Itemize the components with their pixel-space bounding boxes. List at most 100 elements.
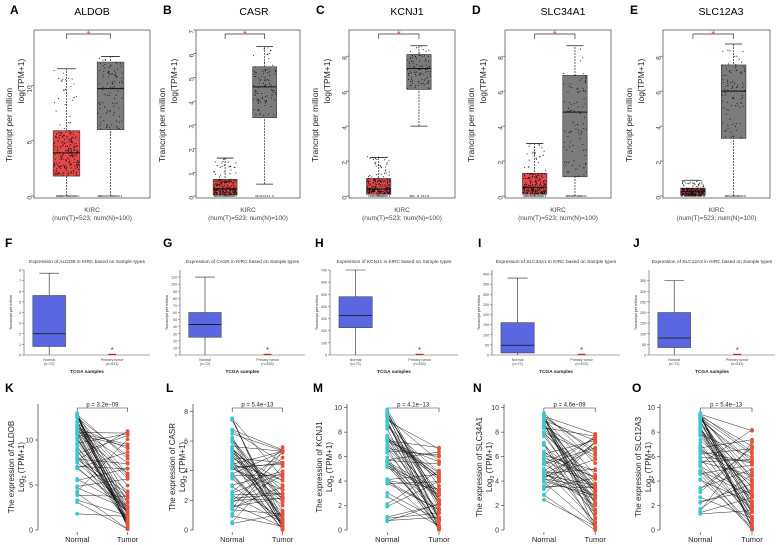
data-point — [681, 193, 683, 195]
data-point — [569, 83, 571, 85]
data-point — [384, 187, 386, 190]
normal-point — [385, 423, 390, 428]
pair-line — [232, 447, 283, 500]
tumor-point — [750, 488, 754, 493]
data-point — [76, 149, 78, 151]
data-point — [117, 127, 119, 129]
data-point — [253, 94, 255, 96]
pair-line — [700, 478, 753, 527]
chart-title: Expression of SLC34A1 in KIRC based on S… — [496, 259, 617, 265]
data-point — [418, 60, 421, 62]
data-point — [737, 86, 739, 88]
pair-line — [77, 445, 128, 524]
tumor-point — [437, 511, 441, 515]
data-point — [230, 195, 232, 197]
data-point — [253, 109, 255, 111]
data-point — [217, 179, 219, 181]
data-point — [59, 132, 61, 134]
pair-line — [232, 446, 283, 452]
normal-point — [75, 441, 80, 446]
data-point — [63, 135, 66, 137]
normal-point — [698, 438, 703, 442]
data-point — [220, 185, 222, 187]
data-point — [536, 187, 538, 189]
pair-line — [543, 445, 596, 491]
data-point — [682, 191, 684, 193]
y-label-outer: Trancript per million — [310, 88, 320, 163]
data-point — [410, 85, 412, 87]
data-point — [702, 184, 704, 186]
data-point — [120, 87, 122, 89]
significance-bracket — [378, 33, 420, 39]
data-point — [567, 171, 569, 173]
tumor-point — [750, 527, 754, 532]
pair-line — [700, 483, 753, 503]
x-tick-label: Normal — [512, 358, 524, 362]
data-point — [56, 167, 58, 169]
data-point — [572, 195, 574, 197]
data-point — [544, 184, 546, 186]
box-normal — [338, 296, 373, 328]
pair-line — [387, 438, 440, 474]
data-point — [388, 195, 391, 197]
data-point — [219, 192, 221, 194]
data-point — [235, 162, 237, 164]
data-point — [538, 143, 540, 145]
data-point — [537, 173, 539, 175]
data-point — [215, 183, 217, 185]
x-tick-label: Normal — [65, 535, 90, 544]
data-point — [233, 179, 236, 181]
data-point — [372, 178, 374, 180]
data-point — [685, 195, 687, 197]
data-point — [230, 180, 232, 182]
data-point — [218, 180, 220, 182]
normal-point — [230, 514, 235, 518]
data-point — [690, 195, 692, 197]
data-point — [257, 110, 259, 112]
significance-star: * — [86, 29, 91, 41]
data-point — [68, 172, 70, 174]
data-point — [699, 182, 701, 184]
data-point — [262, 82, 264, 84]
data-point — [525, 193, 527, 195]
pair-line — [232, 466, 283, 513]
tumor-point — [125, 450, 130, 454]
data-point — [426, 76, 428, 78]
normal-point — [698, 444, 703, 449]
data-point — [121, 120, 123, 122]
pair-line — [231, 418, 283, 525]
data-point — [369, 174, 371, 177]
data-point — [732, 136, 735, 138]
data-point — [55, 195, 57, 197]
panel-letter: H — [315, 236, 324, 250]
data-point — [726, 113, 728, 115]
data-point — [62, 144, 64, 146]
x-tick-label: Primary tumor — [570, 358, 593, 362]
data-point — [529, 180, 531, 182]
pair-line — [387, 470, 440, 505]
y-tick-label: 80 — [173, 297, 177, 301]
data-point — [264, 195, 267, 197]
data-point — [531, 187, 533, 190]
x-tick-sub: (n=533) — [575, 362, 588, 366]
data-point — [222, 161, 224, 163]
tumor-point — [750, 494, 754, 499]
data-point — [265, 79, 267, 81]
data-point — [255, 76, 257, 78]
data-point — [71, 155, 73, 157]
data-point — [420, 195, 423, 197]
pair-line — [700, 497, 753, 513]
data-point — [388, 160, 390, 162]
pair-line — [543, 417, 596, 476]
data-point — [76, 154, 78, 156]
data-point — [421, 45, 423, 47]
data-point — [741, 71, 743, 73]
pair-line — [77, 499, 128, 516]
data-point — [115, 126, 118, 128]
tumor-point — [593, 507, 598, 512]
data-point — [528, 188, 530, 190]
y-tick-label: 0 — [656, 196, 663, 200]
data-point — [734, 105, 737, 107]
data-point — [64, 103, 66, 105]
normal-point — [75, 415, 80, 420]
